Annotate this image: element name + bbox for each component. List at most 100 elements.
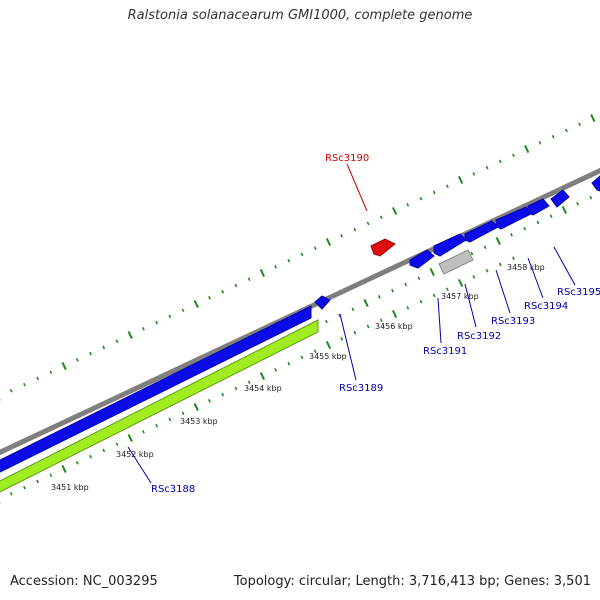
gene-arrow-RSc3195[interactable]: [591, 175, 600, 192]
kbp-label: 3451 kbp: [51, 483, 89, 492]
genome-summary: Topology: circular; Length: 3,716,413 bp…: [233, 574, 591, 589]
major-tick-mark: [429, 267, 435, 277]
minor-tick-mark: [432, 190, 436, 195]
kbp-label: 3452 kbp: [116, 450, 154, 459]
leader-line-RSc3194: [527, 257, 544, 299]
gene-label-RSc3190[interactable]: RSc3190: [325, 153, 369, 164]
minor-tick-mark: [155, 320, 159, 325]
minor-tick-mark: [379, 318, 383, 323]
minor-tick-mark: [564, 128, 568, 133]
major-tick-mark: [561, 205, 568, 215]
kbp-label: 3454 kbp: [244, 384, 282, 393]
minor-tick-mark: [340, 337, 344, 341]
leader-line-RSc3193: [495, 269, 511, 314]
major-tick-mark: [325, 237, 332, 247]
map-title: Ralstonia solanacearum GMI1000, complete…: [127, 8, 473, 23]
kbp-label: 3457 kbp: [441, 292, 479, 301]
lower-tick-track: [0, 256, 515, 504]
gene-arrow-RSc3193b[interactable]: [495, 206, 532, 230]
major-tick-mark: [590, 113, 596, 123]
major-tick-mark: [391, 206, 398, 216]
minor-tick-mark: [221, 289, 225, 294]
minor-tick-mark: [353, 330, 357, 335]
minor-tick-mark: [23, 382, 26, 387]
major-tick-mark: [61, 464, 67, 474]
minor-tick-mark: [208, 296, 211, 300]
gene-block-RSc3188-light[interactable]: [0, 319, 319, 497]
minor-tick-mark: [325, 319, 328, 324]
kbp-label: 3458 kbp: [507, 263, 545, 272]
gene-arrow-RSc3189-small[interactable]: [314, 295, 331, 310]
gene-arrow-RSc3194[interactable]: [527, 198, 550, 216]
leader-line-RSc3190: [346, 163, 368, 212]
gene-label-RSc3191[interactable]: RSc3191: [423, 346, 467, 357]
major-tick-mark: [457, 175, 464, 185]
minor-tick-mark: [23, 485, 26, 490]
minor-tick-mark: [274, 265, 278, 269]
minor-tick-mark: [485, 165, 489, 170]
minor-tick-mark: [221, 392, 225, 397]
minor-tick-mark: [391, 288, 394, 293]
minor-tick-mark: [300, 355, 304, 360]
leader-line-RSc3191: [437, 297, 442, 344]
minor-tick-mark: [9, 492, 13, 496]
minor-tick-mark: [485, 268, 489, 273]
minor-tick-mark: [300, 252, 304, 257]
gene-label-RSc3189[interactable]: RSc3189: [339, 383, 383, 394]
major-tick-mark: [61, 361, 67, 371]
leader-line-RSc3195: [553, 246, 576, 286]
gene-arrow-RSc3191[interactable]: [409, 249, 435, 269]
minor-tick-mark: [470, 251, 474, 256]
gene-block-RSc3189[interactable]: [0, 305, 312, 477]
minor-tick-mark: [549, 214, 553, 219]
minor-tick-mark: [9, 389, 13, 393]
minor-tick-mark: [472, 172, 476, 176]
minor-tick-mark: [498, 262, 502, 267]
major-tick-mark: [524, 144, 530, 154]
minor-tick-mark: [379, 215, 383, 220]
gene-arrow-RSc3194b[interactable]: [550, 189, 570, 208]
minor-tick-mark: [313, 349, 317, 354]
minor-tick-mark: [510, 233, 513, 237]
leader-line-RSc3192: [464, 283, 477, 328]
minor-tick-mark: [247, 277, 251, 282]
major-tick-mark: [259, 371, 266, 381]
minor-tick-mark: [181, 308, 185, 313]
gene-arrow-RSc3190[interactable]: [370, 238, 396, 257]
minor-tick-mark: [419, 196, 423, 201]
minor-tick-mark: [208, 399, 211, 403]
minor-tick-mark: [445, 184, 449, 189]
gene-label-RSc3193[interactable]: RSc3193: [491, 316, 535, 327]
gene-arrow-RSc3191b[interactable]: [433, 233, 467, 257]
leader-line-RSc3188: [127, 446, 152, 484]
gene-label-RSc3188[interactable]: RSc3188: [151, 484, 195, 495]
major-tick-mark: [193, 402, 199, 412]
minor-tick-mark: [155, 423, 159, 428]
gene-arrow-RSc3193[interactable]: [464, 220, 499, 243]
minor-tick-mark: [234, 386, 238, 391]
gene-label-RSc3194[interactable]: RSc3194: [524, 301, 568, 312]
minor-tick-mark: [576, 202, 580, 206]
gene-arrow-RSc3192[interactable]: [438, 249, 474, 275]
minor-tick-mark: [89, 454, 92, 459]
minor-tick-mark: [115, 339, 119, 344]
minor-tick-mark: [353, 227, 357, 232]
minor-tick-mark: [75, 358, 79, 362]
minor-tick-mark: [287, 258, 291, 263]
minor-tick-mark: [102, 345, 106, 350]
gene-label-RSc3195[interactable]: RSc3195: [557, 287, 600, 298]
gene-label-RSc3192[interactable]: RSc3192: [457, 331, 501, 342]
major-tick-mark: [127, 330, 133, 340]
major-tick-mark: [193, 299, 199, 309]
kbp-label: 3456 kbp: [375, 322, 413, 331]
minor-tick-mark: [445, 287, 449, 292]
minor-tick-mark: [538, 141, 542, 145]
minor-tick-mark: [102, 448, 106, 453]
minor-tick-mark: [366, 221, 370, 226]
minor-tick-mark: [377, 295, 381, 299]
minor-tick-mark: [432, 293, 436, 298]
minor-tick-mark: [351, 307, 355, 312]
minor-tick-mark: [234, 283, 238, 288]
